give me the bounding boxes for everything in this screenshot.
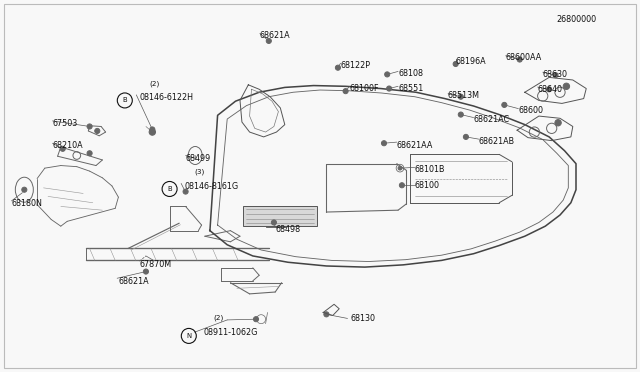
Circle shape (22, 187, 27, 192)
Circle shape (381, 141, 387, 146)
Text: 68180N: 68180N (12, 199, 42, 208)
Text: 68108: 68108 (398, 69, 423, 78)
Circle shape (271, 220, 276, 225)
Circle shape (143, 269, 148, 274)
Text: (2): (2) (213, 315, 223, 321)
Circle shape (547, 87, 552, 92)
Text: 68100: 68100 (415, 181, 440, 190)
Circle shape (149, 129, 156, 135)
Text: N: N (186, 333, 191, 339)
Circle shape (183, 189, 188, 194)
Text: 68513M: 68513M (448, 92, 480, 100)
Text: 08146-6122H: 08146-6122H (140, 93, 194, 102)
Circle shape (517, 57, 522, 62)
Text: 68551: 68551 (398, 84, 423, 93)
Circle shape (453, 61, 458, 67)
Text: 68196A: 68196A (456, 57, 486, 66)
Circle shape (502, 102, 507, 108)
Circle shape (385, 72, 390, 77)
Text: 08911-1062G: 08911-1062G (204, 328, 258, 337)
Text: B: B (167, 186, 172, 192)
Circle shape (95, 128, 100, 134)
Circle shape (563, 83, 570, 90)
Circle shape (398, 166, 402, 170)
Text: 68640: 68640 (538, 85, 563, 94)
Text: 68621A: 68621A (260, 31, 291, 40)
Text: 68210A: 68210A (52, 141, 83, 150)
Circle shape (266, 38, 271, 44)
Circle shape (335, 65, 340, 70)
Circle shape (60, 146, 65, 151)
Circle shape (399, 183, 404, 188)
Circle shape (253, 317, 259, 322)
Text: 68499: 68499 (186, 154, 211, 163)
Text: 68498: 68498 (275, 225, 300, 234)
Text: 68621AC: 68621AC (474, 115, 509, 124)
Text: 68100F: 68100F (349, 84, 379, 93)
Text: 67870M: 67870M (140, 260, 172, 269)
Circle shape (387, 86, 392, 91)
Circle shape (463, 134, 468, 140)
Circle shape (343, 89, 348, 94)
Circle shape (87, 124, 92, 129)
Circle shape (87, 151, 92, 156)
Circle shape (458, 94, 463, 99)
Text: 26800000: 26800000 (557, 15, 597, 24)
Bar (243, 206, 317, 226)
Bar (266, 213, 286, 227)
Text: B: B (122, 97, 127, 103)
Text: 68122P: 68122P (340, 61, 371, 70)
Circle shape (458, 112, 463, 117)
Text: 68101B: 68101B (415, 165, 445, 174)
Text: 68621A: 68621A (118, 278, 149, 286)
Text: 67503: 67503 (52, 119, 77, 128)
Circle shape (150, 127, 155, 132)
Text: (3): (3) (194, 169, 204, 175)
Text: (2): (2) (149, 80, 159, 87)
Text: 68621AA: 68621AA (397, 141, 433, 150)
Text: 68621AB: 68621AB (479, 137, 515, 146)
Text: 68130: 68130 (351, 314, 376, 323)
Text: 08146-8161G: 08146-8161G (184, 182, 239, 190)
Circle shape (324, 312, 329, 317)
Circle shape (555, 119, 561, 126)
Circle shape (553, 73, 558, 78)
Text: 68600: 68600 (518, 106, 543, 115)
Text: 68600AA: 68600AA (506, 53, 542, 62)
Text: 68630: 68630 (543, 70, 568, 79)
